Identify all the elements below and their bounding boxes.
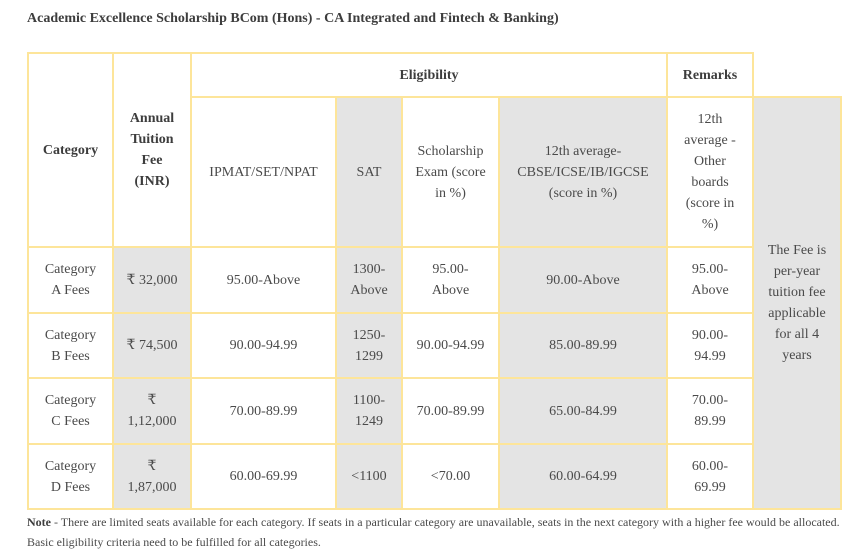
scholarship-exam-cell: <70.00 [401,443,500,510]
ipmat-value: 60.00-69.99 [229,469,298,484]
cbse-cell: 60.00-64.99 [498,443,668,510]
scholarship-exam-value: 90.00-94.99 [416,338,485,353]
fee-value: ₹ 1,12,000 [127,393,177,429]
ipmat-cell: 90.00-94.99 [190,312,337,379]
other-boards-value: 70.00-89.99 [691,393,729,429]
fee-cell: ₹ 1,12,000 [112,377,192,445]
other-boards-cell: 95.00-Above [666,246,754,314]
category-cell: Category C Fees [27,377,114,445]
header-eligibility: Eligibility [190,52,668,98]
category-cell: Category A Fees [27,246,114,314]
header-other-boards: 12th average - Other boards (score in %) [666,96,754,248]
header-remarks-label: Remarks [682,67,738,83]
other-boards-value: 95.00-Above [691,262,729,298]
ipmat-cell: 60.00-69.99 [190,443,337,510]
header-ipmat: IPMAT/SET/NPAT [190,96,337,248]
fee-value: ₹ 1,87,000 [127,458,177,495]
header-sat: SAT [335,96,403,248]
sat-cell: 1300-Above [335,246,403,314]
header-category: Category [27,52,114,248]
header-cbse-label: 12th average-CBSE/ICSE/IB/IGCSE (score i… [517,143,649,201]
other-boards-cell: 70.00-89.99 [666,377,754,445]
header-fee: Annual Tuition Fee (INR) [112,52,192,248]
fee-value: ₹ 32,000 [126,272,178,288]
fee-cell: ₹ 1,87,000 [112,443,192,510]
ipmat-value: 70.00-89.99 [229,403,298,419]
cbse-cell: 90.00-Above [498,246,668,314]
fee-cell: ₹ 74,500 [112,312,192,379]
header-fee-label: Annual Tuition Fee (INR) [129,111,175,189]
remarks-text: The Fee is per-year tuition fee applicab… [767,243,827,363]
scholarship-exam-value: 70.00-89.99 [416,403,485,419]
remarks-cell: The Fee is per-year tuition fee applicab… [752,96,842,510]
page-title: Academic Excellence Scholarship BCom (Ho… [27,11,559,26]
sat-value: 1250-1299 [352,327,386,364]
ipmat-cell: 70.00-89.99 [190,377,337,445]
header-remarks: Remarks [666,52,754,98]
cbse-value: 90.00-Above [546,272,620,288]
category-label: Category A Fees [44,262,97,298]
sat-value: <1100 [351,469,387,484]
ipmat-value: 90.00-94.99 [229,338,298,353]
scholarship-exam-value: 95.00-Above [431,262,470,298]
header-cbse: 12th average-CBSE/ICSE/IB/IGCSE (score i… [498,96,668,248]
ipmat-cell: 95.00-Above [190,246,337,314]
header-category-label: Category [42,142,99,158]
header-other-boards-label: 12th average - Other boards (score in %) [684,112,736,232]
header-ipmat-label: IPMAT/SET/NPAT [209,164,318,180]
cbse-value: 60.00-64.99 [549,469,617,484]
cbse-cell: 65.00-84.99 [498,377,668,445]
scholarship-exam-value: <70.00 [430,469,471,484]
scholarship-exam-cell: 70.00-89.99 [401,377,500,445]
header-scholarship-exam-label: Scholarship Exam (score in %) [415,143,486,201]
ipmat-value: 95.00-Above [226,272,301,288]
header-sat-label: SAT [356,164,382,180]
other-boards-cell: 90.00-94.99 [666,312,754,379]
cbse-value: 65.00-84.99 [549,403,617,419]
other-boards-cell: 60.00-69.99 [666,443,754,510]
footnote: Note - There are limited seats available… [27,512,847,552]
category-cell: Category D Fees [27,443,114,510]
other-boards-value: 90.00-94.99 [691,327,729,364]
category-label: Category C Fees [44,393,97,429]
header-eligibility-label: Eligibility [399,67,459,83]
sat-cell: 1250-1299 [335,312,403,379]
fee-value: ₹ 74,500 [126,338,178,353]
header-scholarship-exam: Scholarship Exam (score in %) [401,96,500,248]
category-label: Category D Fees [44,458,97,495]
sat-cell: 1100-1249 [335,377,403,445]
other-boards-value: 60.00-69.99 [691,458,729,495]
note-text: - There are limited seats available for … [27,515,840,549]
category-label: Category B Fees [44,327,97,364]
scholarship-exam-cell: 95.00-Above [401,246,500,314]
sat-cell: <1100 [335,443,403,510]
cbse-value: 85.00-89.99 [549,338,617,353]
fee-cell: ₹ 32,000 [112,246,192,314]
sat-value: 1300-Above [350,262,388,298]
category-cell: Category B Fees [27,312,114,379]
cbse-cell: 85.00-89.99 [498,312,668,379]
note-label: Note [27,515,51,529]
scholarship-exam-cell: 90.00-94.99 [401,312,500,379]
sat-value: 1100-1249 [352,393,386,429]
